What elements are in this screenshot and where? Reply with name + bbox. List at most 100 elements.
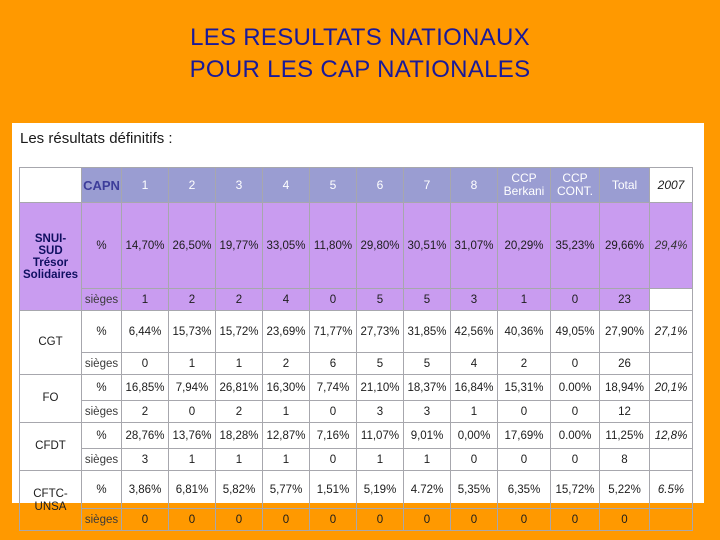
pct-2007-cell: 12,8% — [649, 422, 693, 449]
sieges-label: sièges — [81, 352, 122, 375]
title-line-1: LES RESULTATS NATIONAUX — [190, 24, 530, 51]
header-ccp-berkani: CCP Berkani — [497, 167, 551, 203]
pct-cell: 17,69% — [497, 422, 551, 449]
sieges-cell: 1 — [168, 352, 216, 375]
sieges-2007-empty — [649, 508, 693, 531]
org-name-cell: SNUI- SUD Trésor Solidaires — [19, 202, 82, 311]
sieges-cell: 0 — [550, 400, 600, 423]
sieges-cell: 0 — [309, 400, 357, 423]
pct-cell: 0.00% — [550, 422, 600, 449]
pct-label: % — [81, 310, 122, 353]
slide-title: LES RESULTATS NATIONAUX POUR LES CAP NAT… — [0, 22, 720, 86]
pct-cell: 35,23% — [550, 202, 600, 289]
pct-cell: 6,81% — [168, 470, 216, 509]
pct-cell: 7,94% — [168, 374, 216, 401]
header-col: 1 — [121, 167, 169, 203]
org-pct-row: CFDT% 28,76% 13,76% 18,28% 12,87% 7,16% 11,07%… — [19, 422, 693, 471]
pct-cell: 5,35% — [450, 470, 498, 509]
pct-cell: 9,01% — [403, 422, 451, 449]
sieges-cell: 23 — [599, 288, 650, 311]
header-ccp-cont: CCP CONT. — [550, 167, 600, 203]
sieges-cell: 2 — [215, 400, 263, 423]
sieges-cell: 0 — [550, 448, 600, 471]
pct-cell: 5,22% — [599, 470, 650, 509]
sieges-cell: 0 — [550, 288, 600, 311]
header-blank-cell — [19, 167, 82, 203]
sieges-cell: 3 — [356, 400, 404, 423]
org-sieges-row: sièges 0 0 0 0 0 0 0 0 0 0 0 — [20, 508, 693, 531]
sieges-cell: 1 — [168, 448, 216, 471]
pct-cell: 21,10% — [356, 374, 404, 401]
org-name-line: CFDT — [35, 440, 66, 452]
pct-2007-cell: 20,1% — [649, 374, 693, 401]
sieges-cell: 5 — [403, 288, 451, 311]
sieges-cell: 2 — [121, 400, 169, 423]
pct-cell: 19,77% — [215, 202, 263, 289]
sieges-cell: 0 — [497, 400, 551, 423]
pct-cell: 26,81% — [215, 374, 263, 401]
pct-cell: 13,76% — [168, 422, 216, 449]
pct-cell: 18,94% — [599, 374, 650, 401]
sieges-cell: 5 — [356, 288, 404, 311]
pct-label: % — [81, 374, 122, 401]
header-col: 8 — [450, 167, 498, 203]
header-col: 4 — [262, 167, 310, 203]
pct-cell: 6,44% — [121, 310, 169, 353]
pct-cell: 31,07% — [450, 202, 498, 289]
pct-cell: 27,90% — [599, 310, 650, 353]
title-line-2: POUR LES CAP NATIONALES — [189, 56, 531, 83]
pct-cell: 16,84% — [450, 374, 498, 401]
pct-label: % — [81, 470, 122, 509]
org-name-cell: CFDT — [19, 422, 82, 471]
pct-cell: 49,05% — [550, 310, 600, 353]
pct-cell: 1,51% — [309, 470, 357, 509]
pct-cell: 11,07% — [356, 422, 404, 449]
sieges-cell: 1 — [121, 288, 169, 311]
pct-cell: 15,72% — [550, 470, 600, 509]
pct-cell: 71,77% — [309, 310, 357, 353]
sieges-cell: 0 — [550, 508, 600, 531]
pct-cell: 28,76% — [121, 422, 169, 449]
results-table-body: CAPN 1 2 3 4 5 6 7 8 CCP Berkani CCP CONT.… — [19, 167, 693, 531]
sieges-cell: 0 — [121, 352, 169, 375]
pct-cell: 7,74% — [309, 374, 357, 401]
sieges-cell: 1 — [403, 448, 451, 471]
header-2007: 2007 — [649, 167, 693, 203]
sieges-2007-empty — [649, 352, 693, 375]
org-pct-row: FO% 16,85% 7,94% 26,81% 16,30% 7,74% 21,10% 18,… — [19, 374, 693, 423]
sieges-cell: 0 — [599, 508, 650, 531]
org-name-cell: CGT — [19, 310, 82, 375]
results-subtitle: Les résultats définitifs : — [20, 130, 173, 147]
sieges-cell: 3 — [121, 448, 169, 471]
sieges-cell: 3 — [450, 288, 498, 311]
header-col: 3 — [215, 167, 263, 203]
sieges-cell: 1 — [497, 288, 551, 311]
sieges-cell: 1 — [262, 448, 310, 471]
sieges-cell: 12 — [599, 400, 650, 423]
pct-cell: 12,87% — [262, 422, 310, 449]
pct-cell: 18,37% — [403, 374, 451, 401]
results-table: CAPN 1 2 3 4 5 6 7 8 CCP Berkani CCP CONT.… — [19, 167, 693, 531]
pct-cell: 11,80% — [309, 202, 357, 289]
header-capn: CAPN — [81, 167, 122, 203]
pct-2007-cell: 27,1% — [649, 310, 693, 353]
pct-label: % — [81, 202, 122, 289]
org-sieges-row: sièges 3 1 1 1 0 1 1 0 0 0 8 — [20, 448, 693, 471]
org-name-cell: FO — [19, 374, 82, 423]
header-total: Total — [599, 167, 650, 203]
pct-2007-cell: 6.5% — [649, 470, 693, 509]
sieges-label: sièges — [81, 400, 122, 423]
pct-2007-cell: 29,4% — [649, 202, 693, 289]
sieges-cell: 0 — [309, 448, 357, 471]
sieges-cell: 0 — [497, 508, 551, 531]
sieges-cell: 5 — [403, 352, 451, 375]
pct-cell: 33,05% — [262, 202, 310, 289]
sieges-cell: 1 — [215, 352, 263, 375]
header-ccp-berkani-l2: Berkani — [503, 184, 545, 198]
pct-cell: 5,77% — [262, 470, 310, 509]
sieges-label: sièges — [81, 448, 122, 471]
results-panel: Les résultats définitifs : CAPN 1 2 3 4 … — [12, 123, 704, 531]
sieges-label: sièges — [81, 288, 122, 311]
org-name-line: Trésor — [32, 256, 69, 269]
header-col: 5 — [309, 167, 357, 203]
